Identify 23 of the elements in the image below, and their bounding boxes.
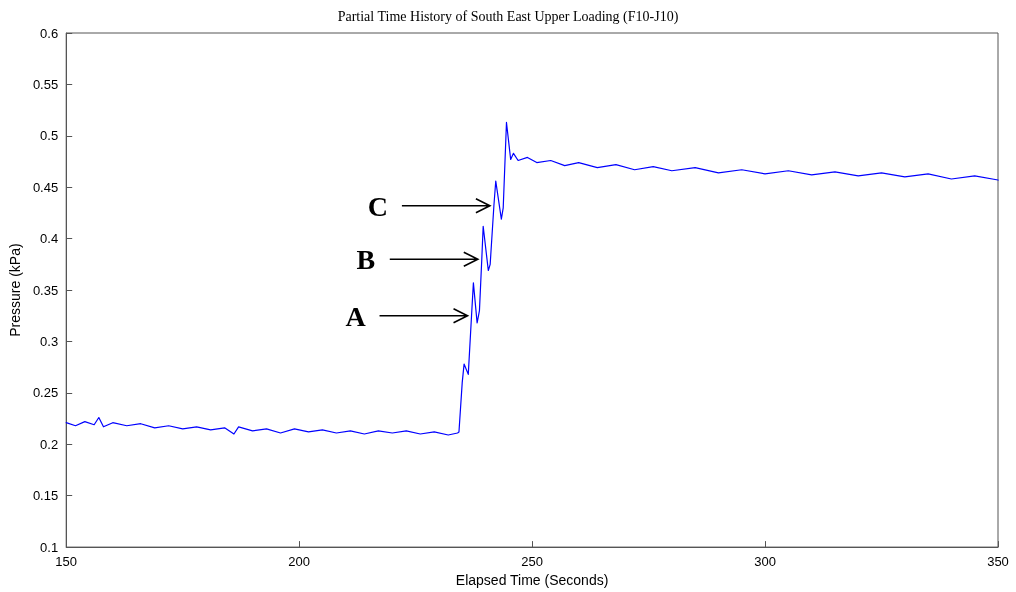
- x-tick-label: 300: [754, 554, 776, 570]
- y-tick-label: 0.15: [32, 488, 59, 504]
- annotation: C: [367, 190, 389, 222]
- y-axis-title: Pressure (kPa): [7, 243, 23, 337]
- y-tick-label: 0.2: [40, 436, 59, 452]
- y-tick-label: 0.1: [40, 539, 59, 555]
- x-tick-label: 150: [55, 554, 78, 570]
- y-tick-label: 0.6: [40, 25, 59, 41]
- x-tick-label: 350: [987, 554, 1009, 570]
- y-tick-label: 0.55: [32, 76, 59, 92]
- chart-title: Partial Time History of South East Upper Loading (F10-J10): [337, 8, 679, 25]
- x-axis-title: Elapsed Time (Seconds): [455, 572, 609, 588]
- y-tick-label: 0.25: [32, 385, 59, 401]
- y-tick-label: 0.3: [40, 333, 59, 349]
- y-tick-label: 0.4: [40, 231, 59, 247]
- y-tick-label: 0.35: [32, 282, 59, 298]
- y-tick-label: 0.5: [40, 128, 59, 144]
- y-tick-label: 0.45: [32, 179, 59, 195]
- x-tick-label: 200: [288, 554, 310, 570]
- line-series: [65, 121, 999, 436]
- x-tick-label: 250: [521, 554, 543, 570]
- annotation: A: [345, 300, 367, 332]
- annotation: B: [356, 244, 376, 276]
